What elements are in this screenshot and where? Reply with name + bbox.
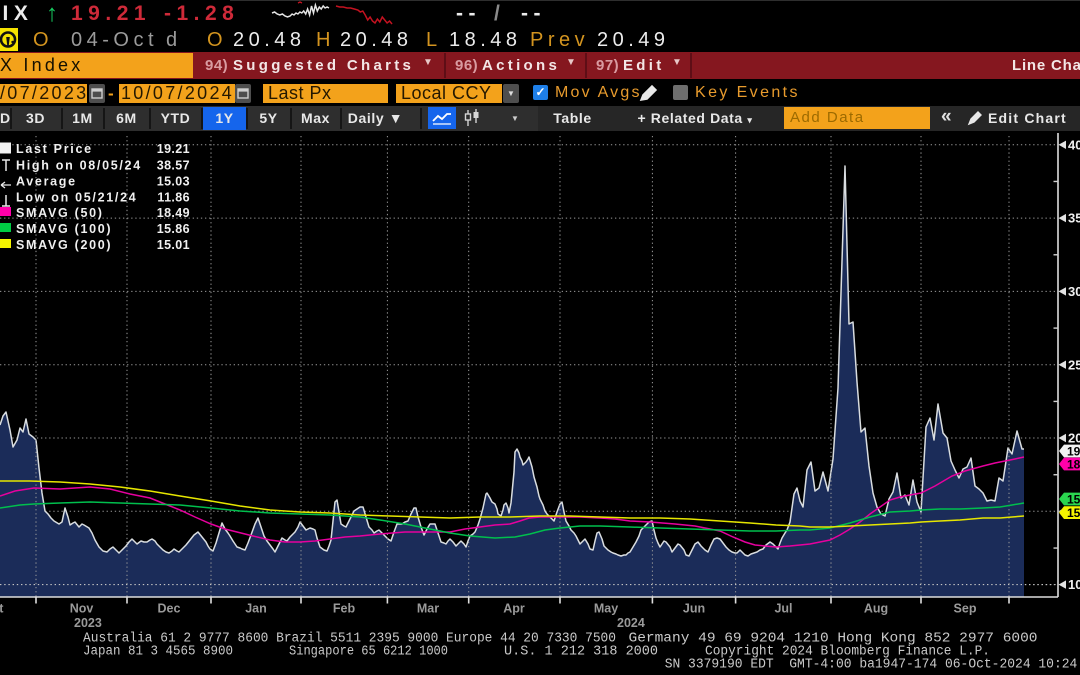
svg-text:20: 20 [1068,431,1080,446]
svg-text:Japan 81 3 4565 8900: Japan 81 3 4565 8900 [83,645,233,660]
svg-text:18.49: 18.49 [157,206,190,220]
svg-text:Low on 05/21/24: Low on 05/21/24 [16,190,137,204]
svg-text:11.86: 11.86 [157,190,190,204]
svg-text:SN 3379190 EDT GMT-4:00 ba194: SN 3379190 EDT GMT-4:00 ba1947-174 06-Oc… [665,658,1080,673]
svg-text:2023: 2023 [74,616,102,630]
svg-text:19.21: 19.21 [1067,445,1080,459]
svg-text:30: 30 [1068,284,1080,299]
svg-text:SMAVG (200): SMAVG (200) [16,238,112,252]
svg-text:Apr: Apr [503,602,525,616]
svg-text:Copyright 2024 Bloomberg Finan: Copyright 2024 Bloomberg Finance L.P. [705,645,990,660]
svg-text:Last Price: Last Price [16,142,93,156]
svg-text:SMAVG (50): SMAVG (50) [16,206,104,220]
svg-text:40: 40 [1068,137,1080,152]
svg-text:Australia 61 2 9777 8600 Brazi: Australia 61 2 9777 8600 Brazil 5511 239… [83,632,616,647]
svg-text:High on 08/05/24: High on 08/05/24 [16,158,142,172]
svg-text:Dec: Dec [158,602,181,616]
svg-text:Jan: Jan [245,602,267,616]
svg-text:Mar: Mar [417,602,439,616]
svg-text:Germany 49 69 9204 1210 Hong K: Germany 49 69 9204 1210 Hong Kong 852 29… [629,632,1038,647]
svg-text:May: May [594,602,618,616]
svg-text:Average: Average [16,174,77,188]
svg-text:2024: 2024 [617,616,645,630]
svg-text:SMAVG (100): SMAVG (100) [16,222,112,236]
svg-text:35: 35 [1068,211,1080,226]
svg-text:15.01: 15.01 [1067,506,1080,520]
svg-text:18.49: 18.49 [1067,458,1080,472]
svg-text:15.86: 15.86 [1067,493,1080,507]
svg-text:38.57: 38.57 [157,158,190,172]
svg-text:Feb: Feb [333,602,356,616]
svg-text:15.86: 15.86 [157,222,190,236]
svg-text:Jun: Jun [683,602,705,616]
svg-text:Singapore 65 6212 1000: Singapore 65 6212 1000 [289,645,448,660]
svg-text:15.03: 15.03 [157,174,190,188]
svg-text:Nov: Nov [70,602,94,616]
svg-text:10: 10 [1068,577,1080,592]
svg-text:Jul: Jul [774,602,792,616]
svg-text:19.21: 19.21 [157,142,190,156]
svg-text:Aug: Aug [864,602,888,616]
svg-text:U.S. 1 212 318 2000: U.S. 1 212 318 2000 [504,645,658,660]
svg-text:Sep: Sep [954,602,977,616]
svg-text:Oct: Oct [0,602,4,616]
svg-text:15.01: 15.01 [157,238,190,252]
svg-text:25: 25 [1068,357,1080,372]
